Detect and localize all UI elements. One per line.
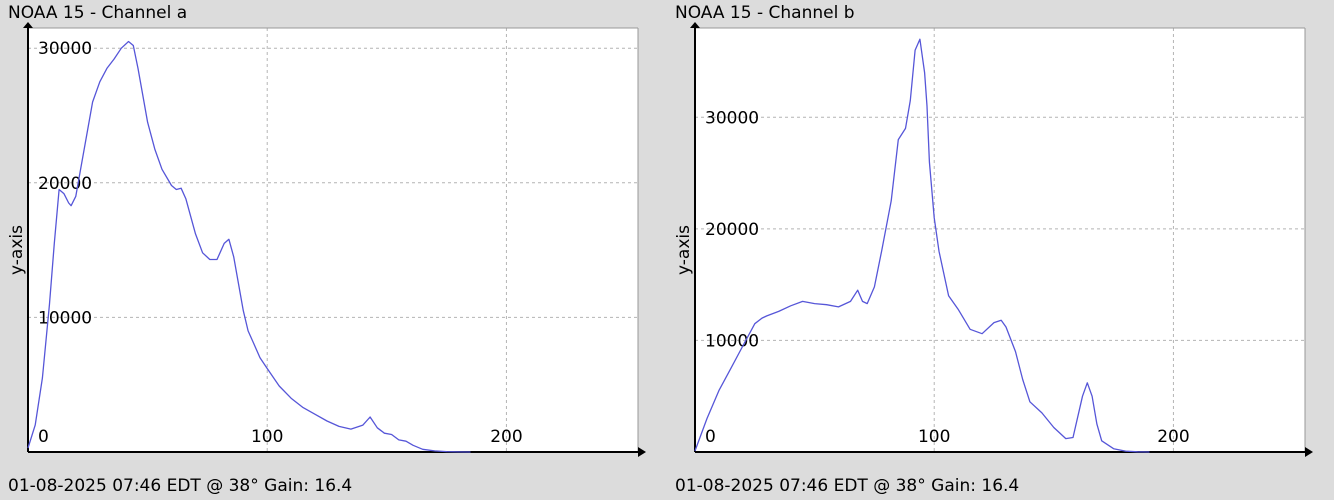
x-tick-label: 0: [705, 427, 716, 447]
y-tick-label: 30000: [705, 108, 759, 128]
y-tick-label: 20000: [38, 174, 92, 194]
timestamp-gain-footer-a: 01-08-2025 07:46 EDT @ 38° Gain: 16.4: [8, 476, 353, 496]
y-tick-label: 30000: [38, 39, 92, 59]
x-tick-label: 200: [490, 427, 522, 447]
chart-title-b: NOAA 15 - Channel b: [675, 3, 855, 23]
y-axis-label: y-axis: [7, 225, 27, 275]
y-tick-label: 10000: [705, 331, 759, 351]
series-line: [27, 40, 471, 453]
series-line: [694, 38, 1150, 453]
x-axis-arrow-icon: [638, 447, 646, 457]
y-axis-arrow-icon: [690, 22, 700, 28]
x-tick-label: 100: [251, 427, 283, 447]
x-tick-label: 0: [38, 427, 49, 447]
plot-area: [28, 28, 638, 452]
x-tick-label: 200: [1157, 427, 1189, 447]
y-axis-label: y-axis: [674, 225, 694, 275]
x-tick-label: 100: [918, 427, 950, 447]
chart-title-a: NOAA 15 - Channel a: [8, 3, 188, 23]
y-axis-arrow-icon: [23, 22, 33, 28]
y-tick-label: 10000: [38, 308, 92, 328]
y-tick-label: 20000: [705, 220, 759, 240]
chart-panel-b: 0 100 200 10000 20000 30000 y-axis NOAA 15 - C…: [667, 0, 1334, 500]
x-axis-arrow-icon: [1305, 447, 1313, 457]
timestamp-gain-footer-b: 01-08-2025 07:46 EDT @ 38° Gain: 16.4: [675, 476, 1020, 496]
chart-panel-a: 0 100 200 10000 20000 30000 y-axis NOAA 15 - C…: [7, 3, 646, 496]
plot-b: 0 100 200 10000 20000 30000 y-axis: [674, 22, 1313, 457]
plot-area: [695, 28, 1305, 452]
plot-a: 0 100 200 10000 20000 30000 y-axis: [7, 22, 646, 457]
